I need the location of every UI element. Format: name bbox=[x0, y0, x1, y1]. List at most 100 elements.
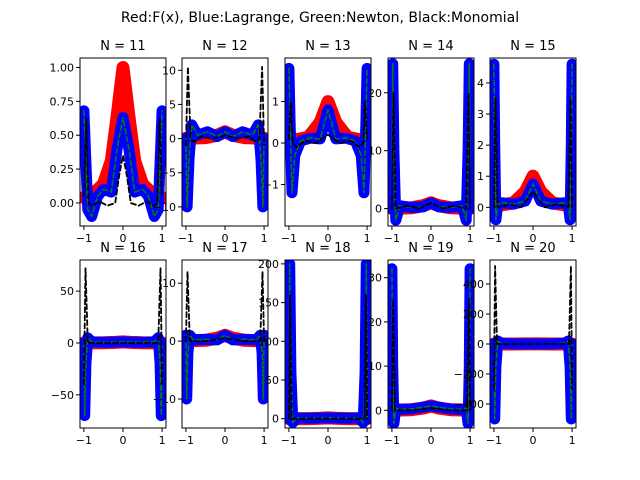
panel-2-xtick-label: 0 bbox=[222, 232, 229, 245]
panel-7-newton-series bbox=[185, 334, 265, 400]
panel-8-frame bbox=[284, 259, 372, 429]
panel-5-ytick-label: 3 bbox=[477, 108, 484, 121]
panel-9-ytick-label: 20 bbox=[368, 316, 382, 329]
figure-title: Red:F(x), Blue:Lagrange, Green:Newton, B… bbox=[121, 10, 519, 26]
panel-10-monomial-series bbox=[492, 265, 573, 390]
panel-3-plot-area bbox=[285, 62, 371, 199]
panel-5-xtick-label: −1 bbox=[486, 232, 502, 245]
panel-5-title: N = 15 bbox=[510, 39, 555, 54]
panel-5-newton-series bbox=[493, 63, 573, 221]
panel-2-xtick-label: −1 bbox=[178, 232, 194, 245]
panel-10-title: N = 20 bbox=[510, 241, 555, 256]
panel-3-ytick-label: 1 bbox=[272, 96, 279, 109]
panel-9-title: N = 19 bbox=[408, 241, 453, 256]
panel-6-xtick-label: 1 bbox=[159, 434, 166, 447]
panel-10-ytick-label: −200 bbox=[454, 368, 484, 381]
panel-7-xtick-label: 1 bbox=[261, 434, 268, 447]
panel-10-xtick-label: 1 bbox=[569, 434, 576, 447]
panel-7-xtick-label: −1 bbox=[178, 434, 194, 447]
panel-4-ytick-label: 0 bbox=[375, 203, 382, 216]
panel-2-monomial-series bbox=[184, 66, 266, 147]
panel-8-monomial-series bbox=[287, 293, 369, 420]
panel-2-title: N = 12 bbox=[202, 39, 247, 54]
panel-9-xtick-label: 1 bbox=[467, 434, 474, 447]
panel-10-lagrange-series bbox=[490, 335, 576, 425]
panel-10-ytick-label: 200 bbox=[463, 308, 484, 321]
panel-4-xtick-label: 1 bbox=[467, 232, 474, 245]
panel-4-xtick-label: 0 bbox=[428, 232, 435, 245]
panel-7-xtick-label: 0 bbox=[222, 434, 229, 447]
panel-1: N = 11 −1 0 1 0.00 0.25 0.50 0.75 1.00 bbox=[50, 39, 167, 245]
panel-8-xtick-label: 1 bbox=[364, 434, 371, 447]
panel-5-monomial-series bbox=[492, 97, 573, 209]
panel-7-title: N = 17 bbox=[202, 241, 247, 256]
panel-10-xtick-label: −1 bbox=[486, 434, 502, 447]
panel-5: N = 15 −1 0 1 0 1 2 3 4 bbox=[477, 39, 577, 245]
panel-3-xtick-label: −1 bbox=[281, 232, 297, 245]
panel-7-monomial-series bbox=[184, 270, 266, 343]
panel-5-ytick-label: 1 bbox=[477, 170, 484, 183]
panel-2-ytick-label: −10 bbox=[153, 201, 176, 214]
panel-10-ytick-label: −400 bbox=[454, 398, 484, 411]
panel-3-title: N = 13 bbox=[305, 39, 350, 54]
panel-4-ytick-label: 10 bbox=[368, 145, 382, 158]
panel-9-xtick-label: −1 bbox=[384, 434, 400, 447]
panel-8-ytick-label: 150 bbox=[258, 297, 279, 310]
panel-9-newton-series bbox=[391, 268, 471, 425]
panel-5-ytick-label: 0 bbox=[477, 201, 484, 214]
panel-8-ytick-label: 50 bbox=[265, 374, 279, 387]
panel-5-plot-area bbox=[490, 58, 576, 226]
panel-5-xtick-label: 0 bbox=[530, 232, 537, 245]
panel-10-ytick-label: 0 bbox=[477, 338, 484, 351]
panel-9-monomial-series bbox=[390, 298, 472, 412]
panel-8-ytick-label: 200 bbox=[258, 258, 279, 271]
panel-7-plot-area bbox=[182, 270, 268, 405]
panel-3-xtick-label: 1 bbox=[364, 232, 371, 245]
panel-8-newton-series bbox=[288, 263, 368, 424]
panel-8-xtick-label: 0 bbox=[325, 434, 332, 447]
panel-1-ytick-label: 0.25 bbox=[50, 163, 75, 176]
panel-6-plot-area bbox=[80, 267, 166, 422]
panel-3-ytick-label: −1 bbox=[263, 179, 279, 192]
panel-10-ytick-label: 400 bbox=[463, 278, 484, 291]
panel-5-xtick-label: 1 bbox=[569, 232, 576, 245]
panel-6-newton-series bbox=[83, 337, 163, 417]
panel-4-xtick-label: −1 bbox=[384, 232, 400, 245]
panel-6: N = 16 −1 0 1 −50 0 50 bbox=[51, 241, 167, 447]
panel-7-lagrange-series bbox=[182, 329, 268, 405]
panel-6-ytick-label: −50 bbox=[51, 389, 74, 402]
panel-4-title: N = 14 bbox=[408, 39, 453, 54]
panel-1-xtick-label: 1 bbox=[159, 232, 166, 245]
panel-2-ytick-label: −5 bbox=[160, 167, 176, 180]
panel-2-ytick-label: 0 bbox=[169, 133, 176, 146]
panel-1-ytick-label: 0.75 bbox=[50, 95, 75, 108]
panel-1-plot-area bbox=[80, 61, 166, 222]
panel-8-xtick-label: −1 bbox=[281, 434, 297, 447]
panel-7-ytick-label: −10 bbox=[153, 393, 176, 406]
panel-1-ytick-label: 0.50 bbox=[50, 129, 75, 142]
panel-8-title: N = 18 bbox=[305, 241, 350, 256]
panel-3-ytick-label: 0 bbox=[272, 137, 279, 150]
panel-3-lagrange-series bbox=[285, 62, 371, 199]
panel-9-xtick-label: 0 bbox=[428, 434, 435, 447]
panel-3-xtick-label: 0 bbox=[325, 232, 332, 245]
panel-10: N = 20 −1 0 1 −400 −200 0 200 400 bbox=[454, 241, 577, 447]
panel-4-ytick-label: 20 bbox=[368, 87, 382, 100]
panel-8-ytick-label: 0 bbox=[272, 413, 279, 426]
panel-1-newton-series bbox=[83, 110, 163, 218]
panel-4-monomial-series bbox=[390, 91, 472, 210]
panel-5-lagrange-series bbox=[490, 58, 576, 226]
panel-2-ytick-label: 5 bbox=[169, 98, 176, 111]
panel-1-monomial-series bbox=[83, 118, 164, 207]
panel-9-ytick-label: 30 bbox=[368, 272, 382, 285]
panel-6-xtick-label: 0 bbox=[120, 434, 127, 447]
panel-8-lagrange-series bbox=[285, 260, 371, 428]
panel-6-ytick-label: 0 bbox=[67, 337, 74, 350]
panel-7-ytick-label: 0 bbox=[169, 335, 176, 348]
panel-3: N = 13 −1 0 1 −1 0 1 bbox=[263, 39, 372, 245]
panel-4-plot-area bbox=[388, 58, 474, 226]
